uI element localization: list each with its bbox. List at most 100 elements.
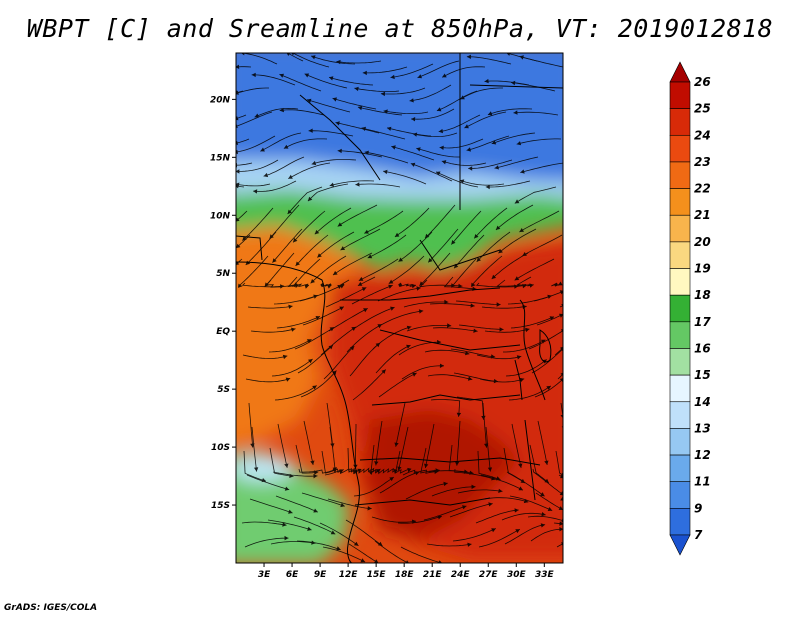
streamline-arrow (389, 477, 394, 482)
streamline (272, 228, 303, 263)
streamline (466, 135, 510, 151)
streamline-arrow (494, 165, 499, 170)
streamline (332, 252, 373, 276)
streamline-arrow (491, 140, 497, 145)
streamline-arrow (458, 283, 463, 288)
streamline (453, 234, 485, 269)
streamline (423, 505, 467, 521)
colorbar-label: 21 (694, 208, 711, 222)
streamline-arrow (360, 558, 366, 563)
streamline-arrow (439, 363, 444, 368)
streamline (439, 138, 484, 149)
lon-tick-label: 21E (423, 570, 443, 580)
colorbar-bottom-arrow (669, 534, 691, 556)
streamline (253, 180, 297, 192)
streamline (244, 537, 289, 548)
streamline-arrow (407, 467, 412, 473)
streamline (391, 146, 435, 161)
streamline (400, 546, 440, 563)
streamline (322, 546, 366, 563)
streamline-arrow (306, 339, 312, 344)
streamline (456, 420, 461, 466)
streamline (425, 423, 435, 469)
streamline (534, 379, 563, 398)
streamline (455, 300, 501, 305)
lat-tick-label: 20N (210, 95, 231, 105)
colorbar-box (669, 508, 691, 536)
streamline (466, 56, 512, 65)
colorbar-label: 17 (694, 315, 711, 329)
streamline-arrow (456, 412, 462, 417)
streamline (377, 287, 421, 302)
streamline (409, 84, 452, 102)
colorbar-label: 24 (694, 128, 711, 142)
lon-tick-label: 9E (314, 570, 327, 580)
streamline-arrow (295, 261, 300, 266)
streamline-arrow (287, 209, 292, 214)
streamline-arrow (336, 546, 341, 551)
streamline (494, 156, 539, 169)
lon-tick-label: 15E (367, 570, 387, 580)
streamline (325, 287, 367, 308)
streamline (533, 291, 562, 302)
streamline (248, 402, 254, 448)
streamline-arrow (462, 505, 467, 510)
streamline-arrow (329, 327, 335, 332)
streamline (420, 447, 440, 474)
streamline (295, 444, 319, 474)
lon-axis: 3E 6E 9E 12E 15E 18E 21E 24E 27E 30E 33E (258, 563, 554, 580)
streamline (236, 111, 273, 127)
colorbar-top-arrow (669, 61, 691, 83)
streamline (243, 53, 278, 65)
colorbar-label: 7 (694, 528, 703, 542)
streamline-arrow (487, 111, 493, 116)
streamline (277, 423, 288, 468)
streamline-arrow (470, 303, 475, 308)
streamline (287, 186, 323, 215)
streamline (349, 342, 381, 377)
streamline (237, 210, 248, 221)
streamline (450, 210, 482, 245)
streamline-arrow (377, 324, 382, 329)
streamline (397, 515, 443, 524)
streamline (294, 326, 335, 350)
streamline-arrow (559, 290, 563, 295)
streamline-arrow (519, 228, 524, 232)
streamline (329, 180, 375, 187)
streamline-arrow (444, 299, 449, 305)
streamline-arrow (364, 229, 369, 234)
footer-credit: GrADS: IGES/COLA (4, 603, 98, 613)
streamline (296, 540, 341, 551)
streamline-arrow (349, 346, 355, 351)
streamline-arrow (516, 141, 522, 146)
streamline (254, 107, 299, 118)
streamline-arrow (525, 327, 530, 333)
streamline (314, 207, 352, 235)
streamline-arrow (387, 126, 392, 131)
streamline (464, 111, 507, 129)
streamline-arrow (410, 162, 416, 167)
streamline-arrow (329, 182, 335, 187)
streamline-arrow (520, 169, 525, 174)
region-warm-west (236, 226, 360, 446)
streamline-arrow (314, 229, 320, 235)
streamline-arrow (391, 145, 396, 150)
streamline (495, 204, 534, 231)
streamline (317, 231, 355, 258)
streamline (398, 231, 433, 262)
streamline (293, 516, 336, 535)
streamline-arrow (340, 246, 346, 251)
streamline (522, 234, 563, 257)
streamline (514, 258, 555, 281)
streamline (483, 497, 529, 503)
region-cold-north (236, 53, 563, 189)
colorbar-box (669, 294, 691, 323)
streamline-arrow (361, 287, 367, 292)
streamline (457, 489, 503, 494)
streamline-arrow (351, 326, 356, 331)
streamline (358, 258, 399, 282)
streamline-arrow (514, 199, 520, 204)
streamline-arrow (544, 478, 549, 483)
streamline-arrow (468, 166, 473, 171)
colorbar-box (669, 374, 691, 403)
